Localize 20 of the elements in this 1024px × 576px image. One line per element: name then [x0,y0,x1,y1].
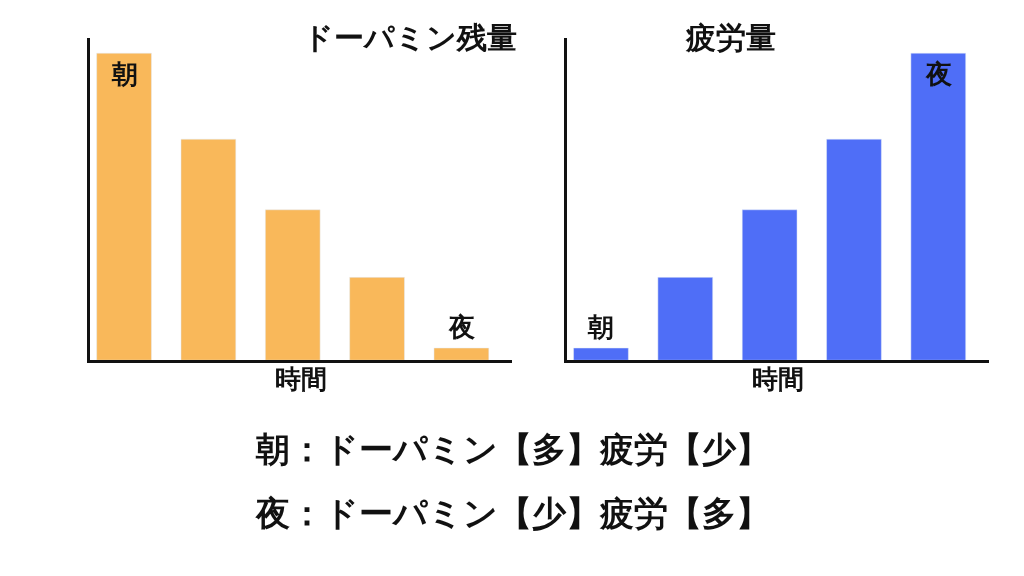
bar [433,347,490,361]
annotation: 夜 [925,59,952,89]
bar [265,209,321,361]
annotation: 朝 [587,312,614,342]
bar [741,209,798,361]
bar [910,52,966,361]
annotation: 夜 [448,312,475,342]
x-axis-title: 時間 [275,363,328,394]
chart-title: 疲労量 [685,20,776,55]
chart-title: ドーパミン残量 [303,20,517,55]
bar [180,138,237,361]
text: 朝：ドーパミン【多】疲労【少】 [255,429,770,469]
bar [96,52,152,361]
annotation: 朝 [111,59,138,89]
bar [573,347,629,361]
bar [349,277,405,361]
bar [826,138,882,361]
text: 夜：ドーパミン【少】疲労【多】 [255,493,770,533]
x-axis-title: 時間 [752,363,805,394]
bar [657,277,713,361]
